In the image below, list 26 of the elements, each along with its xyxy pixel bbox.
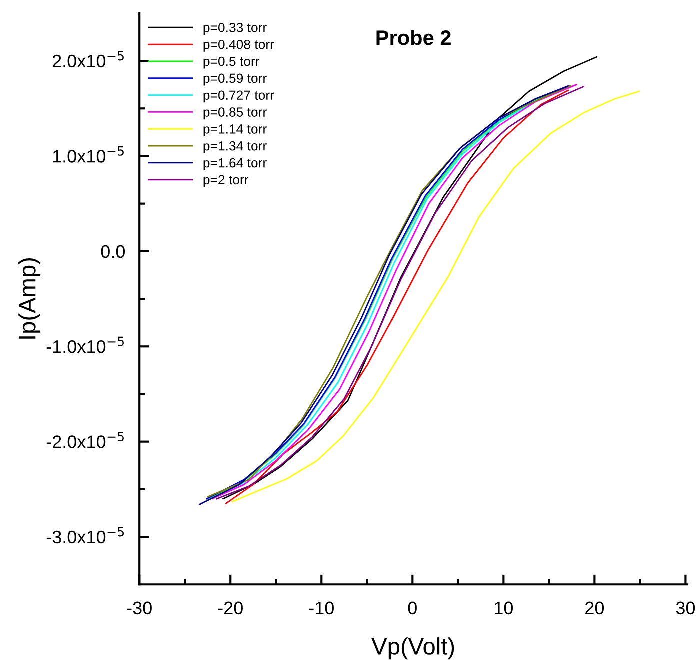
- y-axis-title: Ip(Amp): [18, 258, 41, 339]
- y-tick-label: 0.0: [101, 245, 126, 258]
- x-tick-label: -30: [127, 602, 152, 615]
- legend-label: p=1.34 torr: [204, 141, 267, 154]
- x-tick-label: 10: [495, 602, 514, 615]
- legend-label: p=0.408 torr: [204, 40, 274, 52]
- legend-label: p=0.5 torr: [204, 56, 260, 69]
- legend-label: p=1.64 torr: [204, 158, 267, 170]
- legend-label: p=1.14 torr: [204, 124, 267, 136]
- y-tick-label: 1.0x10$^{−5}$: [53, 146, 124, 163]
- legend-label: p=0.85 torr: [204, 108, 267, 120]
- legend-label: p=0.727 torr: [204, 90, 274, 103]
- x-axis-title: Vp(Volt): [372, 638, 454, 660]
- x-tick-label: 30: [676, 602, 696, 615]
- x-tick-label: -20: [218, 602, 243, 615]
- x-tick-label: -10: [309, 602, 334, 615]
- y-tick-label: -3.0x10$^{−5}$: [46, 527, 124, 544]
- legend-label: p=0.33 torr: [204, 23, 267, 35]
- y-tick-label: -2.0x10$^{−5}$: [46, 432, 124, 448]
- text: Probe 2: [376, 30, 451, 46]
- x-tick-label: 20: [586, 602, 604, 615]
- legend-label: p=0.59 torr: [204, 74, 267, 86]
- x-tick-label: 0: [408, 602, 417, 615]
- legend-label: p=2 torr: [204, 175, 249, 188]
- y-tick-label: 2.0x10$^{−5}$: [52, 51, 124, 68]
- y-tick-label: -1.0x10$^{−5}$: [46, 336, 124, 354]
